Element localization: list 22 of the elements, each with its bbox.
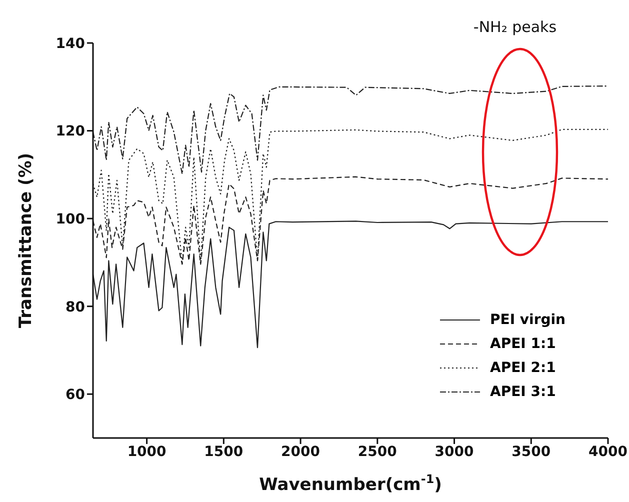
y-tick-label: 120 — [56, 124, 86, 140]
x-tick-label: 2500 — [358, 444, 398, 460]
y-tick-label: 60 — [66, 387, 86, 404]
text: -NH₂ peaks — [473, 18, 557, 36]
y-tick-label: 140 — [56, 36, 86, 52]
legend-label: APEI 3:1 — [490, 384, 556, 400]
y-axis-title: Transmittance (%) — [16, 152, 36, 328]
line-series — [93, 128, 608, 265]
x-tick-label: 1000 — [127, 444, 167, 460]
legend-label: APEI 1:1 — [490, 336, 556, 352]
line-series — [93, 85, 608, 174]
x-axis-title: Wavenumber(cm$^{-1}$) — [259, 472, 442, 495]
x-tick-label: 1500 — [204, 444, 244, 460]
y-tick-label: 80 — [66, 299, 86, 316]
x-tick-label: 3500 — [512, 444, 551, 460]
x-tick-label: 4000 — [588, 444, 628, 460]
x-tick-label: 2000 — [281, 444, 320, 460]
line-series — [93, 220, 608, 348]
legend-label: APEI 2:1 — [490, 360, 556, 376]
legend-label: PEI virgin — [490, 312, 566, 328]
x-tick-label: 3000 — [434, 444, 474, 460]
y-tick-label: 100 — [56, 212, 86, 228]
